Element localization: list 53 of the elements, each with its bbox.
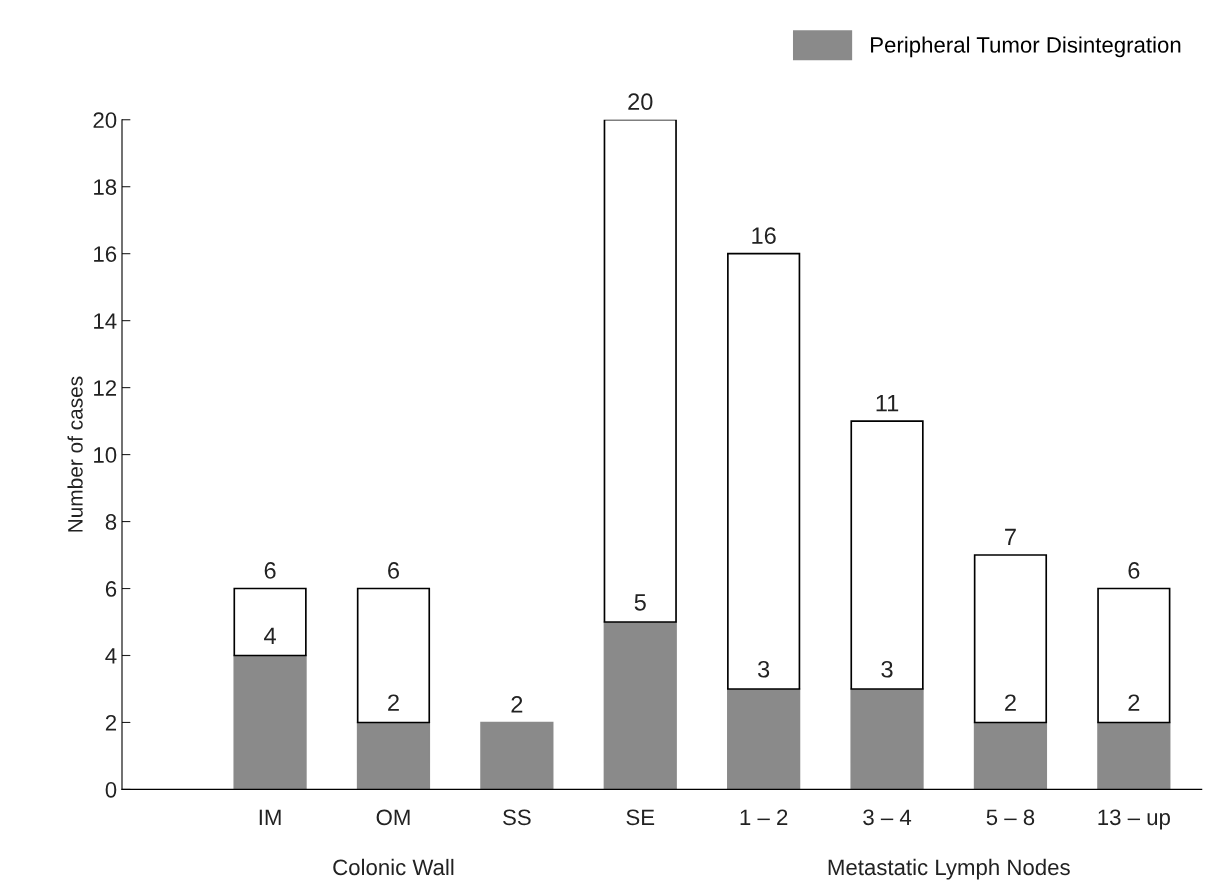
total-label: 20 [628,93,653,111]
y-tick-label: 16 [94,246,117,262]
total-label: 6 [1128,562,1140,579]
total-label: 11 [876,394,899,412]
bar [233,654,307,790]
bar [480,721,554,790]
legend-label: Peripheral Tumor Disintegration [871,36,1181,58]
total-label: 2 [511,696,523,713]
x-tick-label: 13 – up [1098,809,1170,830]
bar [356,721,431,790]
x-tick-label: OM [376,809,410,826]
x-tick-label: 5 – 8 [986,809,1035,826]
y-tick-label: 10 [94,447,117,463]
data-label: 3 [881,660,893,678]
data-label: 5 [634,594,646,611]
y-tick-label: 6 [105,581,117,597]
bar [603,621,677,790]
data-label: 2 [388,694,399,711]
y-tick-label: 12 [94,380,117,396]
bar [1097,721,1171,790]
data-label: 2 [1005,694,1016,711]
x-tick-label: 1 – 2 [740,809,788,825]
y-tick-label: 14 [94,313,117,329]
x-tick-label: SE [626,809,655,826]
bar [727,252,801,690]
data-label: 4 [264,627,276,644]
text: Metastatic Lymph Nodes [828,858,1070,880]
bar [603,119,677,623]
bar [850,420,924,690]
bar [1097,587,1171,724]
x-tick-label: IM [259,809,281,825]
total-label: 7 [1005,528,1016,546]
x-tick-label: SS [503,809,531,826]
bar [973,721,1048,790]
total-label: 6 [388,562,399,579]
y-tick-label: 8 [105,514,117,530]
bar [356,587,431,724]
total-label: 16 [752,227,776,244]
data-label: 3 [757,660,770,678]
x-tick-label: 3 – 4 [863,809,912,826]
data-label: 2 [1128,694,1140,711]
bar [233,587,307,657]
total-label: 6 [264,562,276,579]
y-tick-label: 20 [93,112,117,129]
y-tick-label: 0 [105,781,117,798]
text: Colonic Wall [333,858,454,876]
y-tick-label: 4 [105,648,117,664]
bar [850,688,924,790]
y-axis-title: Number of cases [67,376,83,532]
bar [973,554,1048,724]
bar [727,688,801,790]
y-tick-label: 2 [105,715,117,731]
y-tick-label: 18 [94,179,117,195]
